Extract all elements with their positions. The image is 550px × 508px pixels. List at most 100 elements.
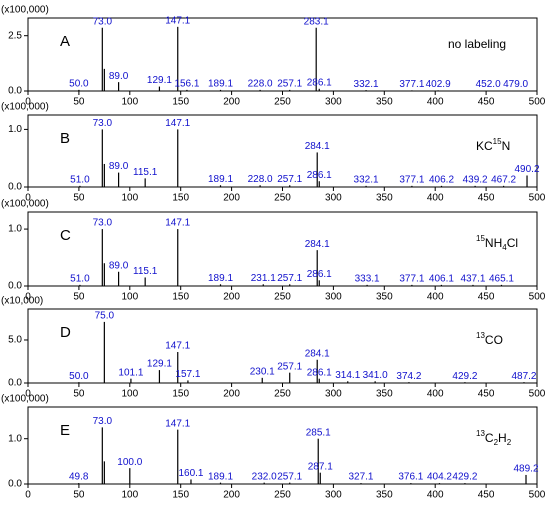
annotation-part: 2	[507, 438, 512, 447]
peak-label: 189.1	[208, 471, 233, 482]
peak-label: 285.1	[306, 427, 331, 438]
x-tick-label: 0	[25, 292, 31, 303]
y-tick-label: 1.0	[8, 124, 22, 135]
peak-label: 404.2	[427, 472, 452, 483]
peak-bar	[101, 129, 103, 187]
peak-bar	[158, 86, 161, 91]
peak-bar	[259, 185, 261, 187]
peak-bar	[440, 284, 443, 286]
peak-label: 89.0	[109, 260, 129, 271]
x-tick-label: 250	[274, 97, 291, 108]
peak-label: 286.1	[307, 170, 332, 181]
x-tick-label: 500	[529, 292, 546, 303]
annotation-part: 15	[476, 234, 485, 243]
x-tick-label: 350	[376, 97, 393, 108]
peak-label: 157.1	[175, 369, 200, 380]
x-tick-label: 200	[223, 97, 240, 108]
peak-label: 147.1	[165, 15, 190, 26]
x-tick-label: 350	[376, 193, 393, 204]
peak-label: 89.0	[109, 161, 129, 172]
peak-bar	[187, 380, 189, 383]
x-tick-label: 450	[478, 97, 495, 108]
peak-bar	[526, 175, 528, 187]
peak-label: 465.1	[489, 274, 514, 285]
peak-bar	[103, 163, 105, 187]
x-tick-label: 200	[223, 292, 240, 303]
x-tick-label: 50	[73, 193, 85, 204]
peak-bar	[177, 352, 179, 383]
peak-bar	[366, 284, 368, 286]
peak-bar	[317, 438, 319, 484]
peak-label: 75.0	[95, 311, 115, 322]
peak-bar	[474, 185, 476, 187]
peak-label: 429.2	[452, 472, 477, 483]
peak-bar	[440, 185, 443, 187]
peak-label: 50.0	[69, 371, 89, 382]
annotation-part: CO	[485, 333, 503, 347]
peak-bar	[464, 382, 466, 383]
peak-label: 147.1	[165, 218, 190, 229]
peak-bar	[261, 377, 263, 383]
annotation-part: C	[485, 431, 494, 445]
peak-label: 406.1	[429, 274, 454, 285]
peak-label: 489.2	[513, 464, 538, 475]
peak-label: 314.1	[335, 370, 360, 381]
peak-bar	[177, 429, 179, 484]
peak-label: 51.0	[70, 174, 90, 185]
y-tick-label: 0.0	[8, 182, 22, 193]
peak-bar	[259, 89, 261, 91]
peak-bar	[144, 277, 146, 286]
peak-bar	[411, 284, 413, 286]
peak-label: 479.0	[503, 79, 528, 90]
y-unit: (x100,000)	[1, 5, 49, 16]
panel-letter: A	[60, 33, 70, 50]
peak-bar	[289, 185, 291, 187]
peak-bar	[262, 284, 264, 286]
peak-label: 257.1	[277, 273, 302, 284]
peak-label: 49.8	[69, 472, 89, 483]
peak-label: 376.1	[398, 472, 423, 483]
peak-label: 286.1	[307, 367, 332, 378]
peak-bar	[186, 89, 188, 91]
peak-label: 377.1	[399, 79, 424, 90]
peak-label: 160.1	[178, 468, 203, 479]
peak-label: 129.1	[147, 359, 172, 370]
peak-label: 115.1	[133, 266, 158, 277]
peak-label: 286.1	[307, 77, 332, 88]
peak-bar	[263, 482, 265, 484]
x-tick-label: 0	[25, 193, 31, 204]
annotation: 13C2H2	[476, 429, 512, 447]
peak-label: 374.2	[396, 371, 421, 382]
annotation-part: Cl	[507, 236, 518, 250]
peak-label: 129.1	[147, 75, 172, 86]
peak-bar	[79, 284, 81, 286]
peak-bar	[347, 381, 349, 383]
annotation-part: NH	[485, 236, 502, 250]
peak-label: 257.1	[277, 79, 302, 90]
peak-label: 147.1	[165, 418, 190, 429]
x-tick-label: 250	[274, 389, 291, 400]
x-tick-label: 250	[274, 193, 291, 204]
x-tick-label: 400	[427, 389, 444, 400]
x-tick-label: 500	[529, 97, 546, 108]
peak-bar	[219, 284, 222, 286]
panel-letter: C	[60, 227, 71, 244]
peak-label: 232.0	[252, 471, 277, 482]
x-tick-label: 200	[223, 490, 240, 501]
peak-bar	[219, 482, 222, 484]
peak-bar	[411, 90, 413, 91]
peak-bar	[319, 472, 321, 484]
peak-bar	[316, 250, 318, 286]
peak-bar	[118, 82, 120, 91]
annotation: 13CO	[476, 331, 503, 347]
y-tick-label: 1.0	[8, 224, 22, 235]
x-tick-label: 300	[325, 292, 342, 303]
x-tick-label: 100	[121, 389, 138, 400]
y-unit: (x100,000)	[1, 199, 49, 210]
peak-bar	[316, 152, 318, 187]
peak-bar	[78, 89, 80, 91]
x-tick-label: 50	[73, 97, 85, 108]
peak-bar	[103, 461, 105, 484]
y-tick-label: 0.0	[8, 86, 22, 97]
peak-bar	[289, 284, 291, 286]
